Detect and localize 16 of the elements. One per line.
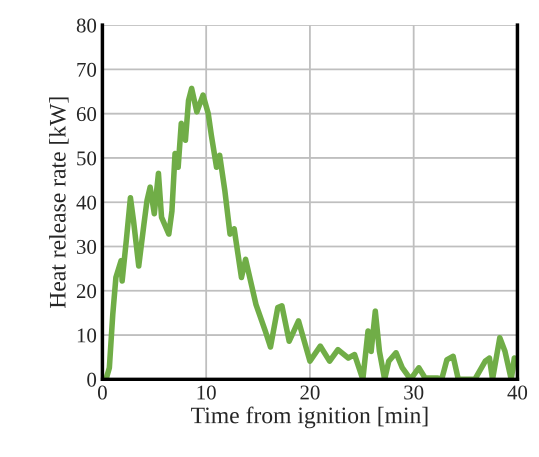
x-tick-label: 40 (507, 385, 528, 400)
x-tick-label: 10 (198, 385, 216, 400)
y-tick-label: 0 (87, 372, 96, 387)
x-tick-label: 20 (300, 385, 320, 400)
y-tick-label: 60 (76, 107, 96, 122)
y-tick-label: 80 (76, 18, 96, 33)
x-tick-label: 0 (98, 385, 107, 400)
x-tick-label: 30 (404, 385, 424, 400)
y-tick-label: 30 (77, 240, 96, 254)
y-axis-title: Heat release rate [kW] (49, 97, 69, 308)
y-tick-label: 50 (77, 151, 96, 166)
y-tick-label: 10 (78, 328, 96, 342)
x-axis-title: Time from ignition [min] (191, 406, 428, 428)
y-tick-label: 20 (76, 284, 96, 298)
y-tick-label: 40 (76, 196, 96, 210)
y-tick-label: 70 (77, 62, 96, 77)
